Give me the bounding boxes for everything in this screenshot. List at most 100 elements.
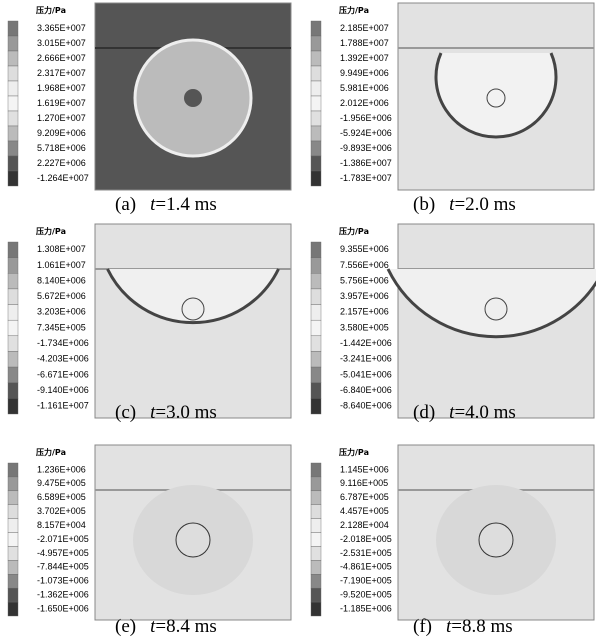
legend-label: 2.012E+006	[340, 98, 389, 108]
legend-title: 压力/Pa	[339, 226, 369, 236]
legend-label: -9.893E+006	[340, 143, 392, 153]
simulation-image	[388, 224, 596, 418]
color-swatch	[311, 171, 321, 186]
legend-label: 2.128E+004	[340, 520, 389, 530]
legend-label: 2.227E+006	[37, 158, 86, 168]
legend-label: -6.671E+006	[37, 369, 89, 379]
color-swatch	[311, 21, 321, 36]
color-swatch	[8, 51, 18, 66]
legend-label: -7.190E+005	[340, 576, 392, 586]
legend-label: -9.140E+006	[37, 385, 89, 395]
legend-label: -4.957E+005	[37, 548, 89, 558]
color-swatch	[8, 351, 18, 367]
legend-label: 9.209E+006	[37, 128, 86, 138]
color-swatch	[311, 258, 321, 274]
legend-label: 7.345E+005	[37, 322, 86, 332]
legend-label: -8.640E+006	[340, 401, 392, 411]
color-swatch	[8, 81, 18, 96]
legend-label: -4.203E+006	[37, 354, 89, 364]
color-swatch	[311, 588, 321, 602]
color-swatch	[311, 602, 321, 616]
cavity	[479, 523, 513, 557]
legend-title: 压力/Pa	[339, 5, 369, 15]
legend-label: 7.556E+006	[340, 260, 389, 270]
color-swatch	[311, 336, 321, 352]
legend-label: 1.968E+007	[37, 83, 86, 93]
legend-label: 8.157E+004	[37, 520, 86, 530]
legend-label: -1.956E+006	[340, 113, 392, 123]
color-swatch	[8, 519, 18, 533]
caption: (f)t=8.8 ms	[413, 616, 513, 637]
panel: 压力/Pa2.185E+0071.788E+0071.392E+0079.949…	[311, 3, 594, 215]
panel: 压力/Pa1.145E+0069.116E+0056.787E+0054.457…	[311, 445, 594, 637]
legend-label: 1.308E+007	[37, 244, 86, 254]
legend-label: 8.140E+006	[37, 275, 86, 285]
color-swatch	[8, 242, 18, 258]
legend-label: 6.589E+005	[37, 492, 86, 502]
cavity	[184, 89, 202, 107]
legend-label: -6.840E+006	[340, 385, 392, 395]
caption-text: =8.4 ms	[155, 616, 216, 637]
panel: 压力/Pa9.355E+0067.556E+0065.756E+0063.957…	[311, 224, 596, 423]
legend-title: 压力/Pa	[36, 447, 66, 457]
color-swatch	[311, 66, 321, 81]
color-swatch	[311, 141, 321, 156]
color-swatch	[8, 398, 18, 414]
color-swatch	[8, 289, 18, 305]
legend-label: -1.386E+007	[340, 158, 392, 168]
color-swatch	[311, 126, 321, 141]
color-swatch	[311, 242, 321, 258]
color-swatch	[311, 546, 321, 560]
legend-label: -9.520E+005	[340, 590, 392, 600]
legend-label: 3.702E+005	[37, 506, 86, 516]
legend-label: -1.650E+006	[37, 603, 89, 613]
simulation-image	[95, 224, 291, 418]
color-swatch	[8, 171, 18, 186]
caption: (b)t=2.0 ms	[413, 194, 516, 215]
color-swatch	[311, 383, 321, 399]
color-swatch	[8, 305, 18, 321]
legend-label: 3.957E+006	[340, 291, 389, 301]
color-swatch	[311, 491, 321, 505]
legend-label: 1.392E+007	[340, 53, 389, 63]
legend-label: 2.185E+007	[340, 23, 389, 33]
legend-label: -2.018E+005	[340, 534, 392, 544]
legend-label: -4.861E+005	[340, 562, 392, 572]
color-swatch	[311, 111, 321, 126]
color-swatch	[8, 336, 18, 352]
caption-tag: (b)	[413, 194, 435, 215]
color-swatch	[8, 602, 18, 616]
caption-text: =3.0 ms	[155, 402, 216, 423]
caption-text: =8.8 ms	[451, 616, 512, 637]
simulation-image	[398, 3, 594, 190]
color-swatch	[8, 111, 18, 126]
legend-label: -5.924E+006	[340, 128, 392, 138]
panel: 压力/Pa1.308E+0071.061E+0078.140E+0065.672…	[8, 224, 291, 423]
color-swatch	[8, 588, 18, 602]
caption: (e)t=8.4 ms	[115, 616, 217, 637]
caption-tag: (f)	[413, 616, 432, 637]
legend-label: 9.116E+005	[340, 478, 388, 488]
color-swatch	[8, 66, 18, 81]
legend-label: 1.061E+007	[37, 260, 86, 270]
cavity	[182, 298, 204, 320]
legend-label: 3.015E+007	[37, 38, 86, 48]
caption-tag: (d)	[413, 402, 435, 423]
legend-label: 1.270E+007	[37, 113, 86, 123]
color-swatch	[311, 320, 321, 336]
figure: 压力/Pa3.365E+0073.015E+0072.666E+0072.317…	[0, 0, 596, 640]
caption-tag: (c)	[115, 402, 136, 423]
legend-label: -1.073E+006	[37, 576, 89, 586]
simulation-image	[95, 445, 291, 620]
color-swatch	[8, 126, 18, 141]
color-swatch	[311, 574, 321, 588]
color-swatch	[8, 546, 18, 560]
color-swatch	[311, 477, 321, 491]
legend-label: 5.981E+006	[340, 83, 389, 93]
legend-label: -1.161E+007	[37, 401, 89, 411]
legend-label: 9.475E+005	[37, 478, 86, 488]
color-swatch	[311, 533, 321, 547]
legend-label: 9.949E+006	[340, 68, 389, 78]
legend-label: -1.185E+006	[340, 603, 392, 613]
color-swatch	[311, 519, 321, 533]
